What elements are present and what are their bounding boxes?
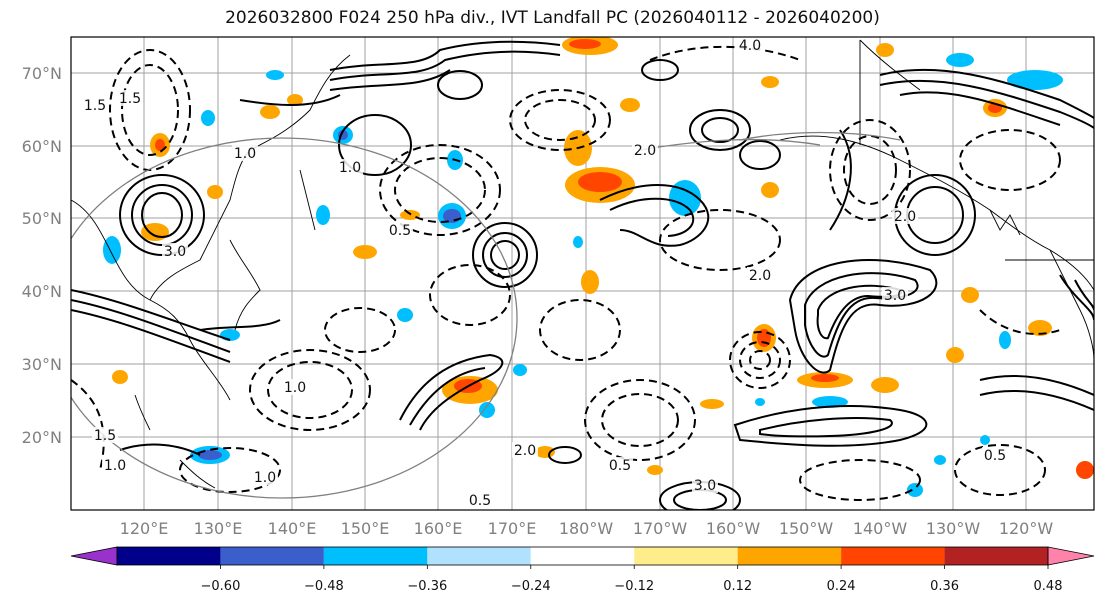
longitude-label: 130°E [194,519,243,538]
colorbar-segment [841,547,945,565]
contour-label: 4.0 [739,38,761,54]
colorbar [70,546,1095,566]
colorbar-tick-label: −0.36 [407,579,447,594]
colorbar-tick-label: −0.48 [304,579,344,594]
colorbar-segment [737,547,842,565]
contour-label: 0.5 [389,223,411,239]
longitude-label: 170°E [488,519,537,538]
longitude-label: 150°W [779,519,834,538]
latitude-label: 20°N [22,428,62,447]
longitude-label: 170°W [633,519,688,538]
latitude-label: 50°N [22,209,62,228]
contour-label: 3.0 [694,478,716,494]
colorbar-tick-label: −0.24 [511,579,551,594]
coastlines [71,39,1094,489]
colorbar-tick-label: 0.24 [827,579,856,594]
contour-label: 2.0 [634,143,656,159]
colorbar-tick-label: 0.12 [723,579,752,594]
longitude-label: 120°W [999,519,1054,538]
colorbar-segment [530,547,635,565]
contour-label: 2.0 [514,443,536,459]
colorbar-extend-high [1047,546,1095,566]
latitude-labels: 70°N 60°N 50°N 40°N 30°N 20°N [22,64,62,447]
contour-label: 3.0 [884,288,906,304]
longitude-label: 150°E [341,519,390,538]
map-title: 2026032800 F024 250 hPa div., IVT Landfa… [225,8,880,28]
dashed-contours [71,45,1061,501]
landfall-region-circles [71,131,901,499]
longitude-label: 160°E [414,519,463,538]
colorbar-segment [634,547,738,565]
colorbar-extend-low [70,546,118,566]
colorbar-segment [117,547,221,565]
contour-label: 1.0 [284,380,306,396]
latitude-label: 30°N [22,355,62,374]
colorbar-tick-label: −0.12 [614,579,654,594]
colorbar-segment [427,547,531,565]
contour-label: 1.0 [234,146,256,162]
latitude-label: 40°N [22,282,62,301]
contour-label: 1.5 [94,428,116,444]
colorbar-segment [220,547,324,565]
contour-label: 0.5 [984,448,1006,464]
map-frame [70,36,1095,511]
longitude-label: 140°E [268,519,317,538]
longitude-labels: 120°E 130°E 140°E 150°E 160°E 170°E 180°W 170°W… [120,519,1054,538]
contour-label: 2.0 [749,268,771,284]
contour-labels: 0.5 1.0 1.5 2.0 3.0 4.0 0.5 1.0 2.0 3.0 0.5 1.5 1.0 2… [82,37,1008,509]
latitude-label: 60°N [22,137,62,156]
solid-contours [71,40,1094,510]
colorbar-tick-label: 0.36 [930,579,959,594]
longitude-label: 120°E [120,519,169,538]
contour-label: 0.5 [469,493,491,509]
contour-label: 0.5 [609,458,631,474]
contour-label: 1.5 [119,91,141,107]
colorbar-tick-label: 0.48 [1034,579,1063,594]
longitude-label: 140°W [853,519,908,538]
contour-label: 1.0 [339,160,361,176]
map-area [71,37,1094,510]
contour-label: 2.0 [894,209,916,225]
longitude-label: 160°W [706,519,761,538]
latitude-label: 70°N [22,64,62,83]
colorbar-tick-label: −0.60 [201,579,241,594]
contour-label: 1.0 [104,458,126,474]
contour-label: 1.0 [254,470,276,486]
colorbar-tick-labels: −0.60 −0.48 −0.36 −0.24 −0.12 0.12 0.24 0.36 0.4… [201,565,1063,594]
contour-label: 1.5 [84,98,106,114]
colorbar-segment [323,547,428,565]
contour-label: 3.0 [164,244,186,260]
longitude-label: 130°W [926,519,981,538]
colorbar-segment [944,547,1048,565]
longitude-label: 180°W [559,519,614,538]
